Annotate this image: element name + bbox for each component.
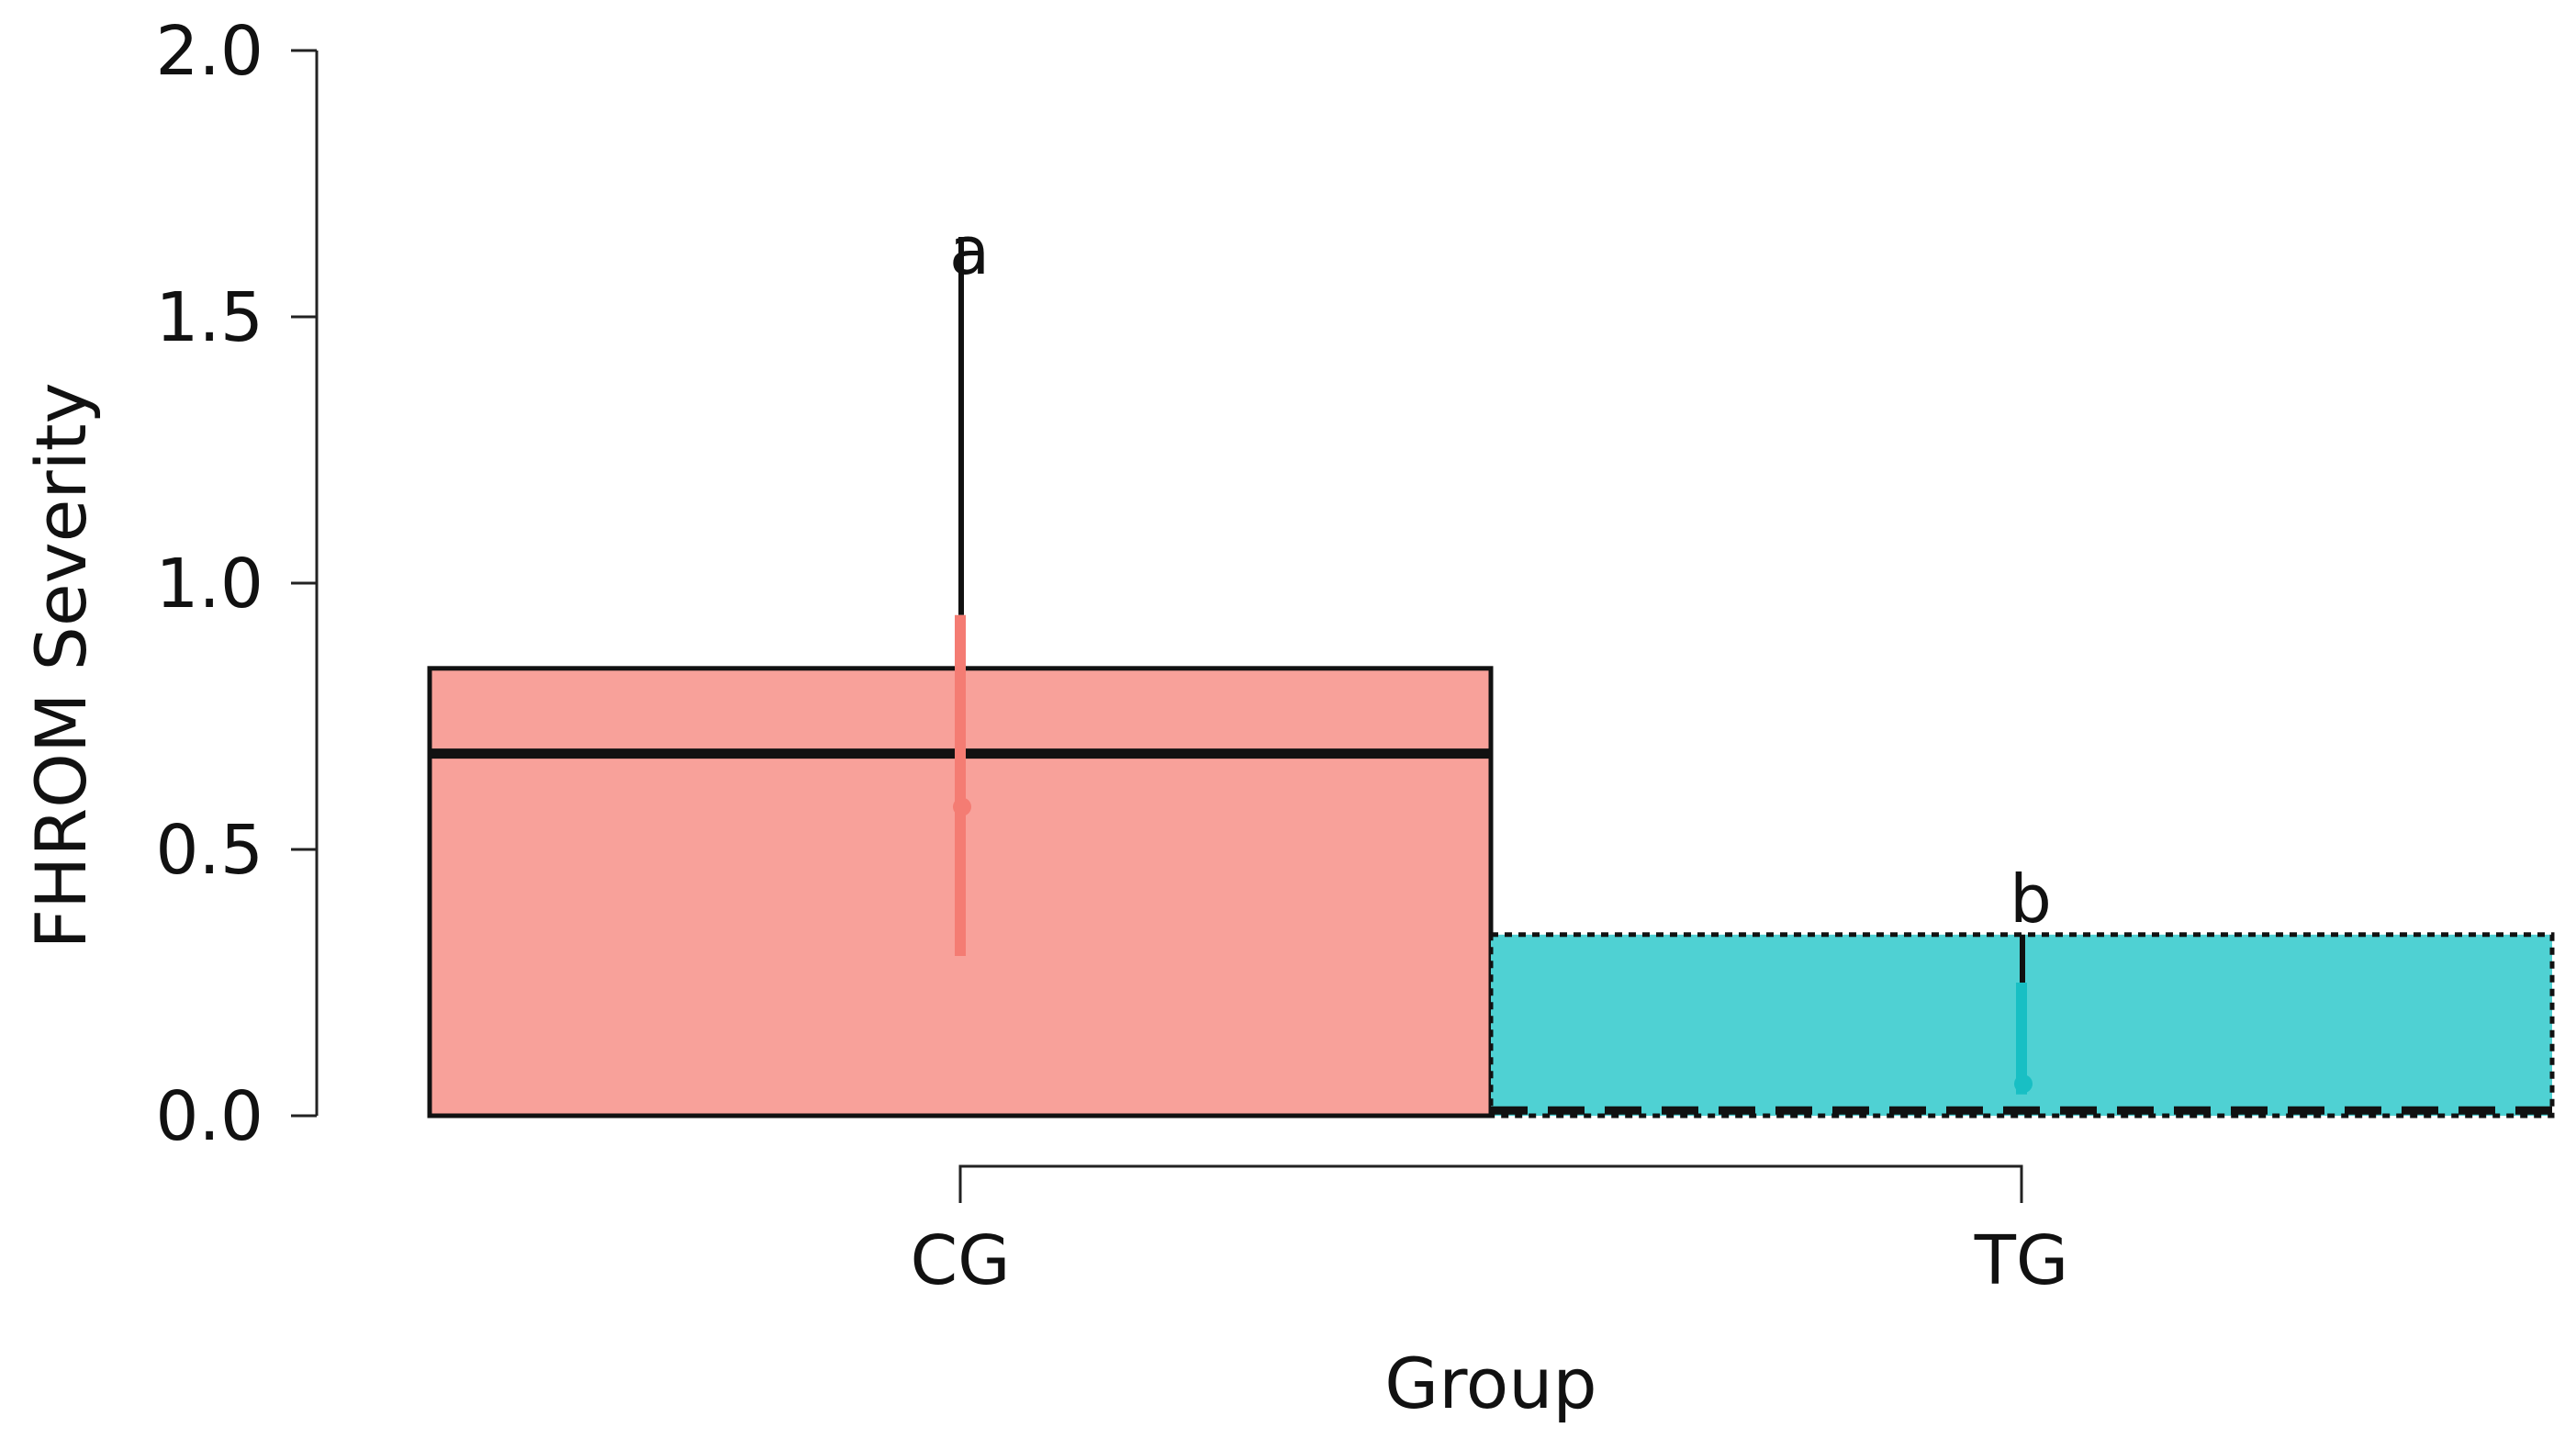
x-axis-bracket: [958, 1164, 2023, 1203]
mean-point: [953, 797, 971, 816]
significance-letter: a: [949, 212, 990, 289]
y-tick-label: 1.5: [155, 278, 263, 357]
mean-point: [2014, 1074, 2033, 1094]
bars-layer: ab: [427, 212, 2555, 1119]
y-tick-label: 2.0: [155, 12, 263, 91]
bar-group: a: [427, 212, 1494, 1119]
y-tick-label: 1.0: [155, 545, 263, 624]
x-axis: CG TG: [910, 1164, 2069, 1300]
y-tick-label: 0.5: [155, 811, 263, 890]
x-tick-label: CG: [910, 1221, 1010, 1300]
x-axis-title: Group: [1384, 1343, 1596, 1424]
significance-letter: b: [2010, 860, 2052, 938]
y-axis-title: FHROM Severity: [20, 382, 102, 949]
bar-group: b: [1488, 860, 2555, 1119]
x-tick-label: TG: [1974, 1221, 2069, 1300]
y-tick-label: 0.0: [155, 1077, 263, 1156]
y-axis: 0.0 0.5 1.0 1.5 2.0: [155, 12, 319, 1156]
